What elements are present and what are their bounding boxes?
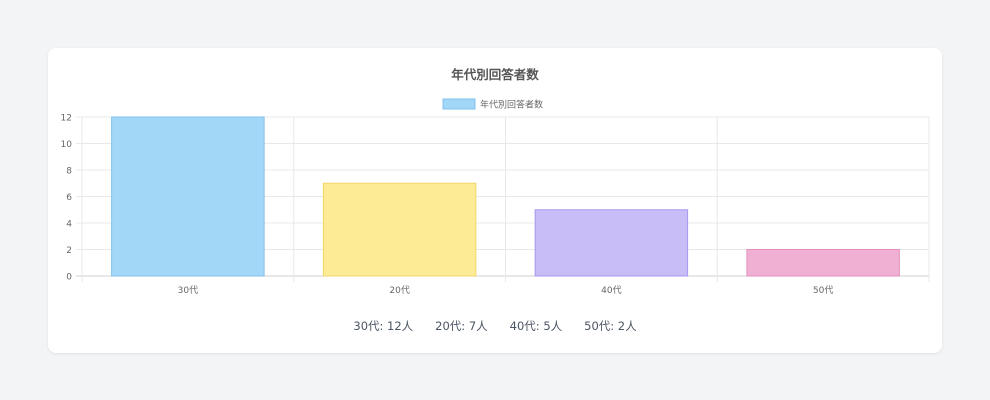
bar[interactable] bbox=[322, 182, 477, 277]
y-tick-label: 8 bbox=[66, 167, 72, 177]
x-tick-label: 40代 bbox=[601, 285, 621, 296]
summary-item: 30代: 12人 bbox=[353, 319, 414, 333]
bar[interactable] bbox=[534, 209, 689, 277]
y-tick-label: 6 bbox=[66, 193, 72, 203]
bars bbox=[111, 116, 900, 277]
legend-label: 年代別回答者数 bbox=[480, 99, 543, 111]
y-tick-label: 10 bbox=[61, 140, 73, 150]
y-tick-label: 12 bbox=[61, 114, 72, 124]
summary-item: 20代: 7人 bbox=[435, 319, 488, 333]
bar-chart: 年代別回答者数 年代別回答者数 0 2 4 6 8 10 12 30代 20代 40代 50代 bbox=[61, 67, 930, 296]
bar[interactable] bbox=[111, 116, 265, 277]
legend-swatch bbox=[442, 98, 476, 110]
summary-row: 30代: 12人 20代: 7人 40代: 5人 50代: 2人 bbox=[48, 318, 942, 334]
y-axis: 0 2 4 6 8 10 12 bbox=[61, 114, 73, 283]
summary-item: 40代: 5人 bbox=[509, 319, 563, 333]
x-axis: 30代 20代 40代 50代 bbox=[178, 285, 834, 296]
x-tick-label: 50代 bbox=[813, 285, 833, 296]
y-tick-label: 2 bbox=[66, 246, 72, 256]
y-tick-label: 0 bbox=[66, 273, 72, 283]
x-tick-label: 30代 bbox=[178, 285, 198, 296]
summary-item: 50代: 2人 bbox=[584, 319, 637, 333]
y-tick-label: 4 bbox=[66, 220, 72, 230]
chart-title: 年代別回答者数 bbox=[451, 67, 539, 82]
chart-legend[interactable]: 年代別回答者数 bbox=[442, 98, 543, 111]
x-tick-label: 20代 bbox=[389, 285, 409, 296]
bar[interactable] bbox=[746, 249, 900, 277]
chart-card: 年代別回答者数 年代別回答者数 0 2 4 6 8 10 12 30代 20代 40代 50代 3… bbox=[48, 48, 942, 353]
